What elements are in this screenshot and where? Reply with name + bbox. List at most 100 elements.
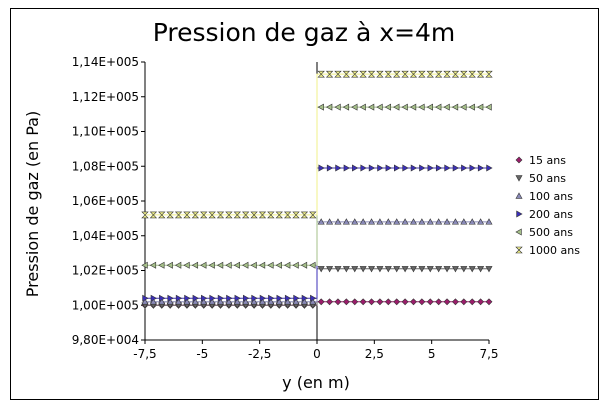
- data-point: [426, 298, 434, 306]
- y-tick-label: 1,14E+005: [72, 55, 139, 69]
- data-point: [317, 103, 324, 111]
- data-point: [292, 261, 299, 269]
- data-point: [351, 103, 358, 111]
- data-point: [309, 298, 317, 305]
- data-point: [460, 103, 467, 111]
- data-point: [250, 298, 258, 305]
- series-line: [145, 73, 489, 216]
- chart-title: Pression de gaz à x=4m: [153, 18, 456, 47]
- data-point: [258, 261, 266, 269]
- data-point: [342, 70, 351, 78]
- data-point: [268, 294, 275, 302]
- data-point: [384, 298, 392, 306]
- data-point: [485, 266, 493, 273]
- data-point: [385, 164, 392, 172]
- data-point: [460, 298, 468, 306]
- data-point: [359, 70, 367, 78]
- data-point: [258, 298, 266, 305]
- data-point: [435, 218, 443, 225]
- data-point: [174, 261, 182, 269]
- data-point: [401, 103, 408, 111]
- data-point: [351, 218, 359, 225]
- data-point: [419, 164, 426, 172]
- data-point: [209, 294, 216, 302]
- data-point: [300, 298, 308, 305]
- legend-item: 500 ans: [515, 226, 573, 239]
- x-tick-label: 5: [428, 347, 436, 361]
- data-point: [250, 261, 257, 269]
- data-point: [292, 298, 300, 305]
- data-point: [443, 298, 451, 306]
- data-point: [183, 261, 190, 269]
- data-point: [216, 211, 225, 219]
- data-point: [427, 164, 434, 172]
- data-point: [300, 261, 308, 269]
- data-point: [352, 164, 359, 172]
- data-point: [409, 266, 417, 273]
- data-point: [225, 298, 233, 305]
- data-point: [376, 103, 383, 111]
- data-point: [367, 103, 375, 111]
- data-point: [434, 70, 443, 78]
- y-tick-label: 1,10E+005: [72, 125, 139, 139]
- data-point: [435, 164, 443, 172]
- data-point: [159, 294, 166, 302]
- data-point: [476, 103, 484, 111]
- data-point: [242, 261, 249, 269]
- data-point: [334, 266, 342, 273]
- data-point: [201, 294, 208, 302]
- data-point: [418, 266, 426, 273]
- data-point: [452, 298, 459, 306]
- data-point: [360, 164, 367, 172]
- data-point: [158, 298, 166, 305]
- data-point: [149, 298, 157, 305]
- data-point: [200, 261, 207, 269]
- data-point: [267, 298, 275, 305]
- data-point: [226, 294, 233, 302]
- data-point: [242, 294, 250, 302]
- data-point: [409, 218, 417, 225]
- data-point: [293, 294, 300, 302]
- data-point: [216, 261, 224, 269]
- data-point: [444, 164, 451, 172]
- data-point: [426, 218, 434, 225]
- data-point: [409, 103, 417, 111]
- data-point: [485, 218, 493, 225]
- legend-item: 50 ans: [515, 172, 566, 185]
- data-point: [292, 211, 300, 219]
- data-point: [241, 211, 250, 219]
- data-point: [485, 70, 493, 78]
- data-point: [217, 298, 225, 305]
- data-point: [368, 298, 375, 306]
- data-point: [325, 103, 333, 111]
- data-point: [326, 218, 334, 225]
- data-point: [166, 261, 173, 269]
- data-point: [376, 70, 384, 78]
- data-point: [359, 298, 367, 306]
- legend-label: 15 ans: [529, 154, 566, 167]
- data-point: [394, 164, 401, 172]
- x-tick-label: -5: [196, 347, 208, 361]
- legend-marker: [515, 192, 523, 199]
- data-point: [393, 298, 401, 306]
- x-tick-label: 2,5: [365, 347, 384, 361]
- data-point: [401, 266, 409, 273]
- data-point: [326, 164, 334, 172]
- data-point: [401, 218, 409, 225]
- data-point: [166, 298, 174, 305]
- data-point: [342, 103, 350, 111]
- data-point: [377, 164, 384, 172]
- data-point: [418, 218, 426, 225]
- data-point: [208, 298, 216, 305]
- data-point: [451, 70, 460, 78]
- data-point: [460, 70, 468, 78]
- data-point: [317, 70, 325, 78]
- data-point: [317, 218, 325, 225]
- legend-marker: [516, 210, 523, 218]
- data-point: [325, 70, 334, 78]
- y-tick-label: 1,04E+005: [72, 229, 139, 243]
- data-point: [409, 70, 418, 78]
- data-point: [460, 218, 468, 225]
- data-point: [418, 298, 426, 306]
- data-point: [166, 211, 174, 219]
